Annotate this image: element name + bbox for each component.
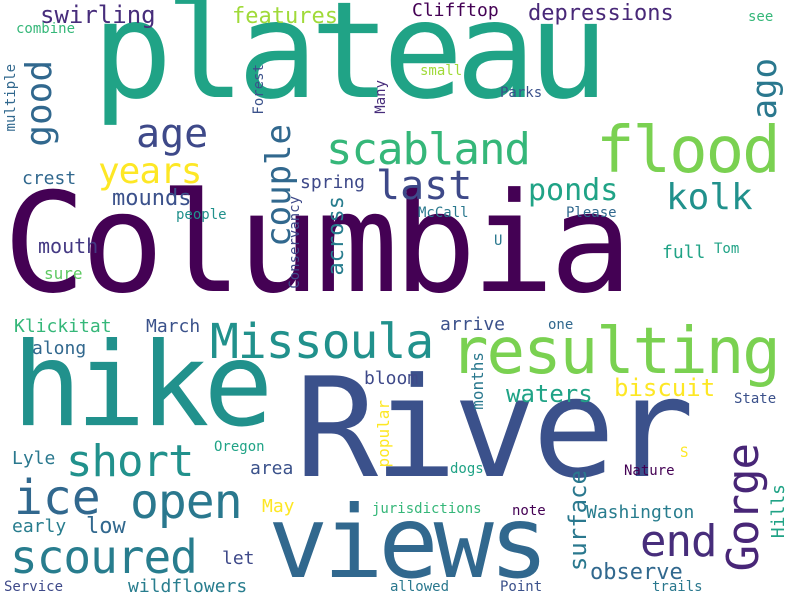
word-river: River: [295, 348, 694, 509]
word-flood: flood: [596, 114, 781, 188]
word-biscuit: biscuit: [614, 374, 716, 402]
word-dogs: dogs: [450, 461, 484, 477]
word-service: Service: [4, 579, 64, 595]
word-lyle: Lyle: [12, 448, 56, 469]
word-jurisdictions: jurisdictions: [372, 501, 482, 517]
word-forest: Forest: [251, 64, 267, 115]
word-washington: Washington: [586, 502, 695, 523]
word-one: one: [548, 317, 574, 333]
word-small: small: [420, 63, 463, 79]
word-along: along: [32, 338, 87, 359]
word-hike: hike: [12, 318, 273, 453]
word-mounds: mounds: [112, 186, 192, 211]
word-area: area: [250, 458, 294, 479]
word-views: views: [268, 484, 549, 600]
word-bloom: bloom: [364, 368, 419, 389]
word-short: short: [66, 436, 194, 487]
word-wildflowers: wildflowers: [128, 576, 248, 597]
word-tom: Tom: [714, 241, 740, 257]
word-crest: crest: [22, 168, 77, 189]
word-s: S: [680, 445, 689, 461]
word-conservancy: Conservancy: [287, 196, 303, 289]
word-kolk: kolk: [666, 177, 753, 218]
word-scabland: scabland: [326, 124, 531, 175]
word-plateau: plateau: [92, 0, 609, 129]
word-let: let: [222, 548, 255, 569]
word-people: people: [176, 207, 227, 223]
word-many: Many: [373, 80, 389, 114]
word-last: last: [376, 163, 473, 209]
word-missoula: Missoula: [210, 314, 434, 370]
word-oregon: Oregon: [214, 439, 265, 455]
word-allowed: allowed: [390, 579, 450, 595]
word-years: years: [98, 151, 202, 192]
word-note: note: [512, 503, 546, 519]
word-point: Point: [500, 579, 543, 595]
word-columbia: Columbia: [3, 163, 633, 324]
word-full: full: [662, 242, 706, 263]
word-end: end: [640, 516, 717, 567]
word-clifftop: Clifftop: [412, 0, 499, 21]
word-trails: trails: [652, 579, 703, 595]
word-parks: Parks: [500, 85, 543, 101]
word-scoured: scoured: [10, 530, 198, 584]
word-march: March: [146, 316, 201, 337]
word-sure: sure: [44, 264, 83, 283]
word-swirling: swirling: [40, 1, 156, 29]
word-mccall: McCall: [418, 205, 469, 221]
word-popular: popular: [374, 400, 393, 468]
word-combine: combine: [16, 21, 76, 37]
word-ago: ago: [745, 58, 785, 120]
word-see: see: [748, 9, 774, 25]
word-ice: ice: [14, 470, 101, 526]
word-open: open: [130, 474, 243, 530]
word-hills: Hills: [768, 484, 789, 539]
word-resulting: resulting: [450, 315, 781, 389]
word-good: good: [19, 60, 60, 147]
word-may: May: [262, 496, 295, 517]
word-spring: spring: [300, 172, 366, 193]
word-mouth: mouth: [38, 234, 99, 258]
word-across: across: [324, 196, 349, 276]
word-klickitat: Klickitat: [14, 316, 112, 337]
word-u: U: [494, 233, 503, 249]
word-features: features: [232, 4, 338, 29]
word-ponds: ponds: [528, 173, 619, 208]
word-age: age: [136, 111, 209, 157]
word-low: low: [86, 514, 126, 539]
word-arrive: arrive: [440, 314, 506, 335]
word-nature: Nature: [624, 463, 675, 479]
word-early: early: [12, 516, 67, 537]
word-state: State: [734, 391, 777, 407]
word-observe: observe: [590, 560, 683, 585]
word-multiple: multiple: [3, 64, 19, 132]
word-months: months: [468, 352, 487, 410]
word-depressions: depressions: [528, 1, 674, 26]
word-waters: waters: [506, 380, 593, 408]
word-gorge: Gorge: [718, 444, 769, 572]
word-please: Please: [566, 205, 617, 221]
